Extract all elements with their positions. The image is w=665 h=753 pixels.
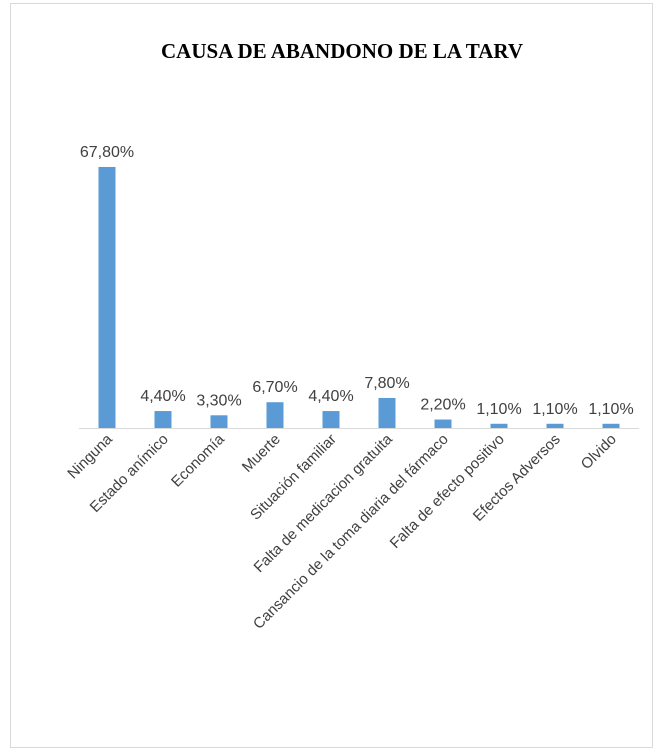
data-label-3: 3,30%: [196, 392, 241, 409]
data-label-6: 7,80%: [364, 375, 409, 392]
bar-5: [322, 411, 340, 428]
chart-frame: CAUSA DE ABANDONO DE LA TARV 67,80% 4,40%…: [10, 3, 653, 748]
bar-4: [266, 402, 284, 428]
data-label-9: 1,10%: [532, 401, 577, 418]
data-label-7: 2,20%: [420, 397, 465, 414]
category-label-8: Falta de efecto positivo: [387, 431, 508, 552]
bar-6: [378, 397, 396, 428]
data-label-5: 4,40%: [308, 388, 353, 405]
data-label-2: 4,40%: [140, 388, 185, 405]
category-label-4: Muerte: [239, 431, 284, 476]
bar-8: [490, 423, 508, 428]
category-label-3: Economía: [168, 430, 228, 490]
bar-10: [602, 423, 620, 428]
bars-layer: [98, 166, 620, 428]
data-label-1: 67,80%: [80, 144, 134, 161]
data-label-4: 6,70%: [252, 379, 297, 396]
bar-chart: CAUSA DE ABANDONO DE LA TARV 67,80% 4,40%…: [64, 39, 639, 633]
chart-title: CAUSA DE ABANDONO DE LA TARV: [161, 39, 523, 63]
bar-9: [546, 423, 564, 428]
bar-7: [434, 419, 452, 428]
category-label-7: Cansancio de la toma diaria del fármaco: [250, 431, 452, 633]
category-label-1: Ninguna: [64, 430, 116, 482]
bar-2: [154, 411, 172, 428]
data-labels-layer: 67,80% 4,40% 3,30% 6,70% 4,40% 7,80% 2,20% 1,10…: [80, 144, 634, 418]
data-label-8: 1,10%: [476, 401, 521, 418]
data-label-10: 1,10%: [588, 401, 633, 418]
bar-3: [210, 415, 228, 428]
category-label-10: Olvido: [578, 431, 620, 473]
bar-1: [98, 166, 116, 428]
